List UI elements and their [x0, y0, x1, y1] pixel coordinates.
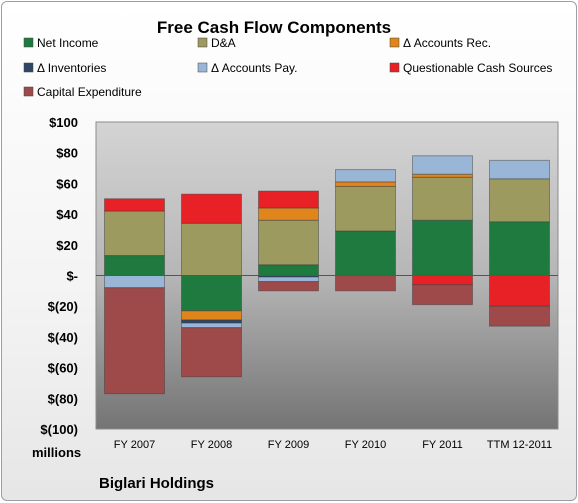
legend-swatch-d-a: [197, 37, 208, 48]
y-tick-label: $(80): [48, 391, 78, 406]
bar-capital-expenditure-ttm-12-2011: [489, 305, 550, 327]
bar-capital-expenditure-fy-2009: [258, 281, 319, 292]
x-tick-label: FY 2007: [114, 439, 155, 451]
legend-label-questionable-cash-sources: Questionable Cash Sources: [403, 61, 552, 75]
bar-d-a-ttm-12-2011: [489, 178, 550, 223]
x-axis: FY 2007 FY 2008 FY 2009 FY 2010 FY 2011 TTM 1…: [114, 439, 552, 451]
bars: [104, 155, 550, 395]
bar-accounts-rec-fy-2010: [335, 181, 396, 187]
bar-capital-expenditure-fy-2010: [335, 275, 396, 292]
bar-capital-expenditure-fy-2008: [181, 327, 242, 378]
bar-net-income-fy-2009: [258, 264, 319, 277]
y-tick-label: $80: [56, 146, 78, 161]
x-tick-label: FY 2011: [422, 439, 463, 451]
company-name: Biglari Holdings: [99, 475, 214, 492]
bar-capital-expenditure-fy-2011: [412, 284, 473, 306]
bar-net-income-fy-2011: [412, 219, 473, 277]
legend-swatch-capital-expenditure: [23, 86, 34, 97]
legend: Net Income D&A Δ Accounts Rec. Δ Inventorie…: [23, 36, 552, 99]
bar-accounts-pay-fy-2010: [335, 169, 396, 183]
chart-title: Free Cash Flow Components: [157, 18, 391, 37]
legend-swatch-accounts-rec: [389, 37, 400, 48]
units-label: millions: [32, 445, 81, 460]
bar-d-a-fy-2011: [412, 176, 473, 221]
bar-accounts-pay-fy-2008: [181, 322, 242, 329]
legend-label-capital-expenditure: Capital Expenditure: [37, 85, 142, 99]
y-tick-label: $20: [56, 238, 78, 253]
y-tick-label: $(20): [48, 299, 78, 314]
bar-accounts-pay-fy-2009: [258, 276, 319, 283]
x-tick-label: FY 2008: [191, 439, 232, 451]
legend-swatch-inventories: [23, 62, 34, 73]
bar-d-a-fy-2008: [181, 222, 242, 276]
bar-questionable-cash-sources-fy-2009: [258, 190, 319, 209]
x-tick-label: FY 2009: [268, 439, 309, 451]
bar-accounts-rec-fy-2008: [181, 310, 242, 321]
bar-accounts-pay-fy-2007: [104, 275, 165, 289]
bar-net-income-ttm-12-2011: [489, 221, 550, 276]
bar-net-income-fy-2010: [335, 230, 396, 276]
bar-accounts-pay-fy-2011: [412, 155, 473, 175]
legend-swatch-net-income: [23, 37, 34, 48]
y-tick-label: $(40): [48, 330, 78, 345]
bar-net-income-fy-2007: [104, 255, 165, 276]
legend-swatch-accounts-pay: [197, 62, 208, 73]
legend-label-accounts-rec: Δ Accounts Rec.: [403, 36, 491, 50]
bar-questionable-cash-sources-ttm-12-2011: [489, 275, 550, 307]
bar-questionable-cash-sources-fy-2011: [412, 275, 473, 286]
bar-d-a-fy-2007: [104, 210, 165, 257]
y-tick-label: $40: [56, 207, 78, 222]
bar-d-a-fy-2009: [258, 219, 319, 266]
y-axis: $100 $80 $60 $40 $20 $- $(20) $(40) $(60) $(80) $(…: [40, 115, 78, 437]
y-tick-label: $60: [56, 176, 78, 191]
y-tick-label: $100: [49, 115, 78, 130]
y-tick-label: $-: [66, 269, 78, 284]
bar-capital-expenditure-fy-2007: [104, 287, 165, 395]
y-tick-label: $(60): [48, 361, 78, 376]
legend-label-inventories: Δ Inventories: [37, 61, 106, 75]
bar-accounts-rec-fy-2009: [258, 207, 319, 221]
legend-label-d-a: D&A: [211, 36, 236, 50]
bar-questionable-cash-sources-fy-2008: [181, 193, 242, 224]
bar-net-income-fy-2008: [181, 275, 242, 312]
bar-d-a-fy-2010: [335, 185, 396, 232]
x-tick-label: FY 2010: [345, 439, 386, 451]
x-tick-label: TTM 12-2011: [487, 439, 552, 451]
legend-label-accounts-pay: Δ Accounts Pay.: [211, 61, 298, 75]
legend-swatch-questionable-cash-sources: [389, 62, 400, 73]
bar-questionable-cash-sources-fy-2007: [104, 198, 165, 212]
y-tick-label: $(100): [40, 422, 78, 437]
legend-label-net-income: Net Income: [37, 36, 99, 50]
bar-accounts-pay-ttm-12-2011: [489, 159, 550, 180]
